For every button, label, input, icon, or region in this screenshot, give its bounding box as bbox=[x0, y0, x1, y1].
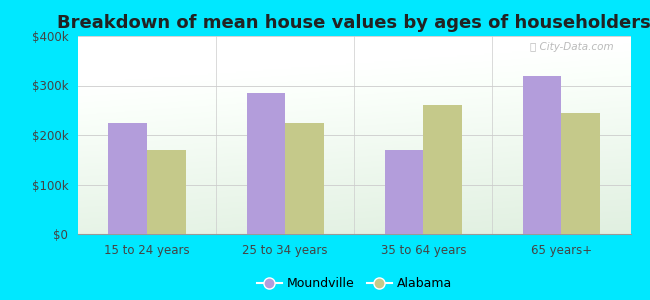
Title: Breakdown of mean house values by ages of householders: Breakdown of mean house values by ages o… bbox=[57, 14, 650, 32]
Bar bbox=[562, 113, 600, 234]
Bar bbox=[285, 123, 324, 234]
Bar bbox=[246, 93, 285, 234]
Bar bbox=[523, 76, 562, 234]
Bar bbox=[423, 105, 462, 234]
Bar bbox=[109, 123, 147, 234]
Bar bbox=[147, 150, 186, 234]
Text: ⓘ City-Data.com: ⓘ City-Data.com bbox=[530, 42, 614, 52]
Bar bbox=[385, 150, 423, 234]
Legend: Moundville, Alabama: Moundville, Alabama bbox=[252, 272, 457, 295]
